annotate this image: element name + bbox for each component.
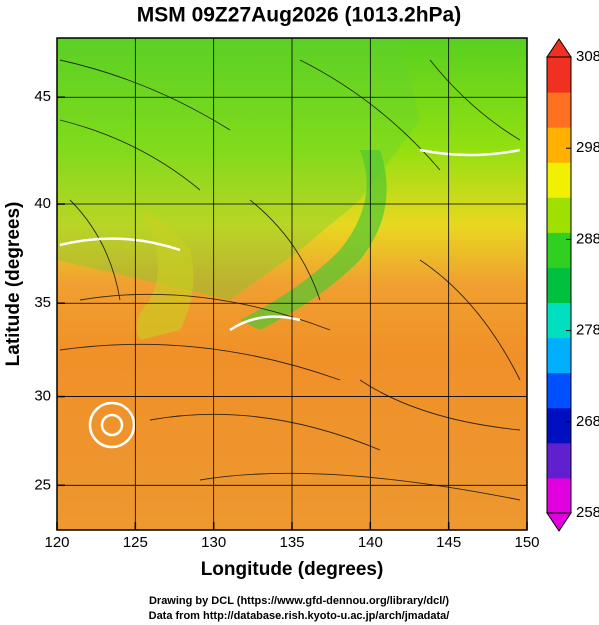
x-tick-label: 125 bbox=[123, 534, 148, 551]
x-tick-label: 140 bbox=[358, 534, 383, 551]
colorbar-tick-label: 288 bbox=[576, 230, 599, 247]
y-tick-label: 25 bbox=[34, 476, 51, 493]
x-tick-label: 150 bbox=[514, 534, 539, 551]
colorbar-arrow bbox=[546, 38, 572, 58]
colorbar-frame bbox=[546, 56, 572, 514]
colorbar-tick-label: 308 bbox=[576, 48, 599, 65]
y-tick-label: 45 bbox=[34, 88, 51, 105]
x-tick-label: 120 bbox=[44, 534, 69, 551]
y-axis-label: Latitude (degrees) bbox=[3, 202, 24, 367]
footer-line: Drawing by DCL (https://www.gfd-dennou.o… bbox=[149, 595, 449, 607]
colorbar-tick-label: 268 bbox=[576, 413, 599, 430]
colorbar-segment bbox=[547, 267, 571, 304]
colorbar-segment bbox=[547, 442, 571, 479]
colorbar-tick-label: 258 bbox=[576, 504, 599, 521]
colorbar-tick-label: 278 bbox=[576, 322, 599, 339]
colorbar-segment bbox=[547, 57, 571, 93]
colorbar-segment bbox=[547, 302, 571, 339]
y-tick-label: 40 bbox=[34, 195, 51, 212]
colorbar-segment bbox=[547, 372, 571, 409]
colorbar-segment bbox=[547, 477, 571, 514]
colorbar-segment bbox=[547, 407, 571, 444]
x-tick-label: 135 bbox=[279, 534, 304, 551]
y-tick-label: 35 bbox=[34, 294, 51, 311]
colorbar-segment bbox=[547, 232, 571, 268]
x-tick-label: 130 bbox=[201, 534, 226, 551]
x-tick-label: 145 bbox=[436, 534, 461, 551]
colorbar-tick-label: 298 bbox=[576, 139, 599, 156]
colorbar-segment bbox=[547, 162, 571, 198]
colorbar-segment bbox=[547, 337, 571, 374]
y-tick-label: 30 bbox=[34, 388, 51, 405]
colorbar-segment bbox=[547, 127, 571, 163]
colorbar-segment bbox=[547, 197, 571, 233]
chart-title: MSM 09Z27Aug2026 (1013.2hPa) bbox=[137, 4, 461, 27]
footer-line: Data from http://database.rish.kyoto-u.a… bbox=[149, 610, 450, 622]
colorbar-arrow bbox=[546, 512, 572, 532]
x-axis-label: Longitude (degrees) bbox=[201, 559, 384, 580]
colorbar-segment bbox=[547, 92, 571, 128]
